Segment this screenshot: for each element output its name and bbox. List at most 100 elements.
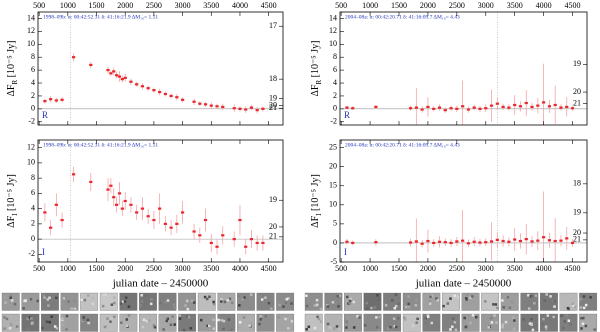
x-tick-label: 2000	[117, 264, 133, 273]
data-point	[238, 107, 242, 110]
thumbnail-noise	[560, 293, 564, 296]
y2-tick-label: 21	[269, 103, 277, 112]
thumbnail-noise	[261, 315, 265, 319]
thumbnail-noise	[316, 315, 319, 319]
thumbnail-noise	[198, 298, 202, 302]
data-point	[60, 98, 64, 101]
y2-tick-label: 17	[269, 21, 277, 30]
data-point	[192, 100, 196, 103]
thumbnail-noise	[452, 322, 456, 325]
data-point	[466, 242, 471, 245]
thumbnail-noise	[397, 316, 400, 320]
thumbnail-noise	[394, 325, 398, 329]
data-point	[112, 70, 116, 73]
x-tick-label: 500	[335, 1, 347, 10]
thumbnail-noise	[228, 297, 232, 301]
thumbnail-noise	[141, 325, 145, 329]
thumbnail-noise	[103, 293, 107, 296]
data-point	[345, 106, 349, 109]
thumbnail-noise	[171, 315, 174, 318]
thumbnail-noise	[212, 300, 215, 304]
thumbnail-noise	[159, 302, 162, 305]
thumbnail-noise	[397, 302, 400, 306]
x-tick-label: 2500	[449, 1, 465, 10]
thumbnail-noise	[212, 302, 216, 306]
thumbnail-noise	[328, 326, 332, 329]
thumbnail-noise	[209, 322, 212, 326]
y-tick-label: 10	[27, 158, 35, 167]
thumbnail	[383, 313, 402, 332]
x-tick-label: 2500	[449, 264, 465, 273]
thumbnail-noise	[41, 326, 44, 330]
thumbnail-noise	[178, 314, 182, 317]
thumbnail-noise	[501, 323, 505, 327]
thumbnail-noise	[9, 294, 13, 297]
data-point	[472, 240, 476, 243]
data-point	[553, 239, 557, 243]
thumbnail-noise	[335, 325, 339, 328]
thumbnail-noise	[469, 296, 472, 300]
thumbnail-noise	[495, 298, 498, 301]
thumbnail-noise	[61, 317, 64, 321]
thumbnail-noise	[326, 303, 329, 307]
thumbnail-noise	[465, 298, 468, 302]
thumbnail-noise	[326, 305, 330, 308]
data-point	[120, 78, 124, 81]
thumbnail-noise	[260, 316, 263, 319]
thumbnail-noise	[87, 321, 90, 325]
thumbnail-noise	[120, 321, 123, 324]
thumbnail-noise	[112, 315, 116, 319]
thumbnail-noise	[28, 316, 32, 319]
thumbnail-noise	[469, 321, 472, 325]
band-label: R	[344, 110, 350, 120]
y-tick-label: 0	[31, 234, 35, 243]
thumbnail-noise	[203, 295, 207, 299]
thumbnail-noise	[442, 304, 445, 308]
thumbnail-noise	[533, 302, 536, 305]
data-point	[215, 105, 219, 108]
thumbnail-noise	[30, 317, 33, 320]
thumbnail-noise	[43, 296, 46, 299]
thumbnail-noise	[496, 306, 499, 310]
y-tick-label: 8	[333, 52, 337, 61]
thumbnail	[363, 292, 382, 311]
thumbnail-noise	[227, 318, 231, 321]
data-point	[542, 101, 546, 104]
y-label-main: ΔF	[6, 215, 17, 227]
thumbnail-noise	[387, 327, 390, 330]
data-point	[261, 241, 265, 245]
y-tick-label: 12	[27, 26, 35, 35]
y2-tick-label: 19	[269, 93, 277, 102]
data-point	[518, 105, 523, 108]
thumbnail-noise	[87, 294, 90, 297]
thumbnail-noise	[423, 316, 427, 320]
thumbnail-noise	[485, 307, 489, 311]
y-tick-label: 4	[31, 78, 35, 87]
y-tick-label: -2	[330, 117, 337, 126]
thumbnail-noise	[62, 297, 66, 300]
thumbnail-noise	[471, 314, 475, 317]
thumbnail-noise	[287, 297, 290, 300]
thumbnail-noise	[407, 302, 410, 306]
thumbnail-noise	[207, 324, 211, 328]
thumbnail-noise	[319, 307, 323, 311]
thumbnail-noise	[62, 324, 66, 327]
thumbnail-noise	[563, 320, 566, 323]
data-point	[461, 239, 465, 242]
data-point	[455, 107, 459, 110]
x-tick-label: 3000	[175, 1, 191, 10]
x-tick-label: 3000	[175, 264, 191, 273]
thumbnail-noise	[502, 306, 506, 309]
thumbnail-noise	[546, 314, 550, 317]
thumbnail-noise	[110, 303, 114, 306]
thumbnail-noise	[522, 318, 525, 321]
data-point	[570, 107, 575, 110]
data-point	[408, 241, 413, 244]
x-tick-label: 500	[335, 264, 347, 273]
thumbnail-noise	[487, 325, 491, 329]
thumbnail-noise	[91, 302, 95, 306]
thumbnail-noise	[579, 298, 583, 301]
y2-tick-label: 19	[573, 208, 581, 217]
thumbnail-noise	[527, 307, 531, 310]
thumbnail-noise	[31, 321, 35, 324]
